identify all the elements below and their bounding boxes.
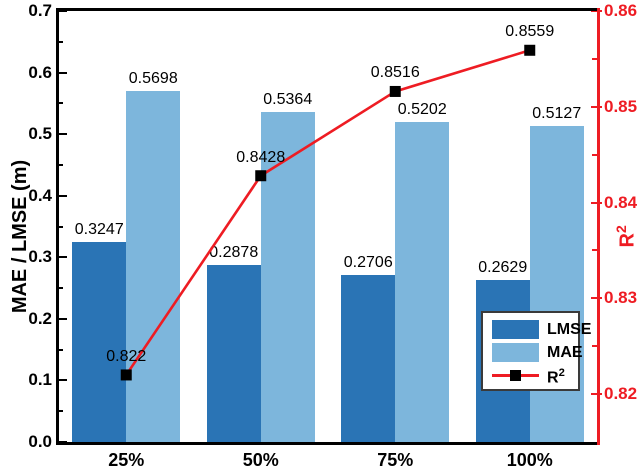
- right-axis-major-tick: [591, 201, 602, 204]
- legend: LMSE MAE R2: [481, 311, 591, 391]
- y-axis-tick-label: 0.5: [28, 124, 52, 144]
- bar-value-label: 0.2706: [343, 254, 393, 272]
- y-axis-minor-tick: [59, 102, 63, 105]
- lmse-bar: [341, 275, 396, 442]
- left-axis-title: MAE / LMSE (m): [9, 21, 32, 452]
- right-axis-tick-label: 0.85: [604, 96, 638, 116]
- r2-marker: [524, 44, 536, 56]
- r2-marker: [389, 85, 401, 97]
- right-axis-tick-label: 0.84: [604, 192, 638, 212]
- r2-line: [125, 49, 531, 376]
- y-axis-minor-tick: [59, 410, 63, 413]
- bar-value-label: 0.5364: [263, 90, 313, 108]
- bar-value-label: 0.2629: [478, 259, 528, 277]
- r2-value-label: 0.8559: [505, 23, 555, 41]
- y-axis-tick-label: 0.6: [28, 62, 52, 82]
- right-axis-major-tick: [591, 10, 602, 12]
- mae-bar: [395, 121, 450, 442]
- bar-value-label: 0.5127: [532, 105, 582, 123]
- left-axis-title-text: MAE / LMSE (m): [9, 159, 32, 314]
- right-axis-major-tick: [591, 393, 602, 396]
- right-axis-tick-label: 0.82: [604, 384, 638, 404]
- bar-value-label: 0.2878: [209, 243, 259, 261]
- right-axis-title: R2: [613, 21, 639, 452]
- y-axis-minor-tick: [59, 348, 63, 351]
- y-axis-tick-label: 0.3: [28, 247, 52, 267]
- r2-value-label: 0.822: [106, 347, 147, 365]
- legend-row-mae: MAE: [492, 341, 583, 364]
- legend-label-mae: MAE: [547, 344, 583, 361]
- y-axis-major-tick: [59, 194, 67, 197]
- legend-swatch-lmse: [492, 320, 539, 339]
- top-spine: [56, 8, 597, 11]
- legend-line-sample: [492, 366, 539, 385]
- mae-bar: [126, 91, 181, 442]
- y-axis-minor-tick: [59, 287, 63, 290]
- y-axis-minor-tick: [59, 225, 63, 228]
- right-axis-tick-label: 0.86: [604, 1, 638, 20]
- y-axis-tick-label: 0.7: [28, 1, 52, 20]
- legend-marker: [510, 370, 521, 381]
- right-axis-minor-tick: [592, 153, 597, 156]
- right-axis-major-tick: [591, 297, 602, 300]
- right-axis-minor-tick: [592, 57, 597, 60]
- right-axis-minor-tick: [592, 345, 597, 348]
- x-axis-tick-label: 75%: [377, 450, 414, 470]
- y-axis-major-tick: [59, 379, 67, 382]
- lmse-bar: [72, 242, 127, 442]
- x-axis-tick-label: 100%: [506, 450, 553, 470]
- plot-area: 0.0 0.1 0.2 0.3 0.4 0.5 0.6 0.7 0.82 0.83 0.84 0.85…: [10, 2, 639, 470]
- lmse-bar: [206, 264, 261, 442]
- right-axis-major-tick: [591, 105, 602, 108]
- r2-line-layer: [120, 44, 536, 381]
- y-axis-tick-label: 0.1: [28, 370, 52, 390]
- x-axis-tick-label: 50%: [242, 450, 279, 470]
- legend-row-r2: R2: [492, 364, 578, 387]
- y-axis-major-tick: [59, 133, 67, 136]
- bar-value-label: 0.5698: [128, 70, 178, 88]
- x-axis-tick-label: 25%: [108, 450, 145, 470]
- legend-label-r2: R2: [547, 366, 565, 387]
- r2-marker: [120, 369, 132, 381]
- right-axis-tick-label: 0.83: [604, 288, 638, 308]
- y-axis-major-tick: [59, 10, 67, 12]
- y-axis-minor-tick: [59, 163, 63, 166]
- bar-value-label: 0.5202: [397, 100, 447, 118]
- y-axis-tick-label: 0.4: [28, 185, 52, 205]
- y-axis-tick-label: 0.0: [28, 432, 52, 451]
- y-axis-major-tick: [59, 256, 67, 259]
- r2-value-label: 0.8428: [236, 148, 286, 166]
- legend-label-lmse: LMSE: [547, 321, 592, 338]
- y-axis-major-tick: [59, 71, 67, 74]
- legend-row-lmse: LMSE: [492, 318, 591, 341]
- bar-value-label: 0.3247: [74, 221, 124, 239]
- bottom-spine: [56, 442, 600, 445]
- legend-swatch-mae: [492, 343, 539, 362]
- right-axis-title-text: R2: [612, 225, 639, 248]
- y-axis-minor-tick: [59, 40, 63, 43]
- left-spine: [56, 8, 59, 445]
- right-axis-minor-tick: [592, 249, 597, 252]
- mae-bar: [260, 111, 315, 442]
- r2-marker: [255, 170, 267, 182]
- y-axis-tick-label: 0.2: [28, 308, 52, 328]
- r2-value-label: 0.8516: [370, 64, 420, 82]
- right-spine: [597, 8, 600, 445]
- y-axis-major-tick: [59, 317, 67, 320]
